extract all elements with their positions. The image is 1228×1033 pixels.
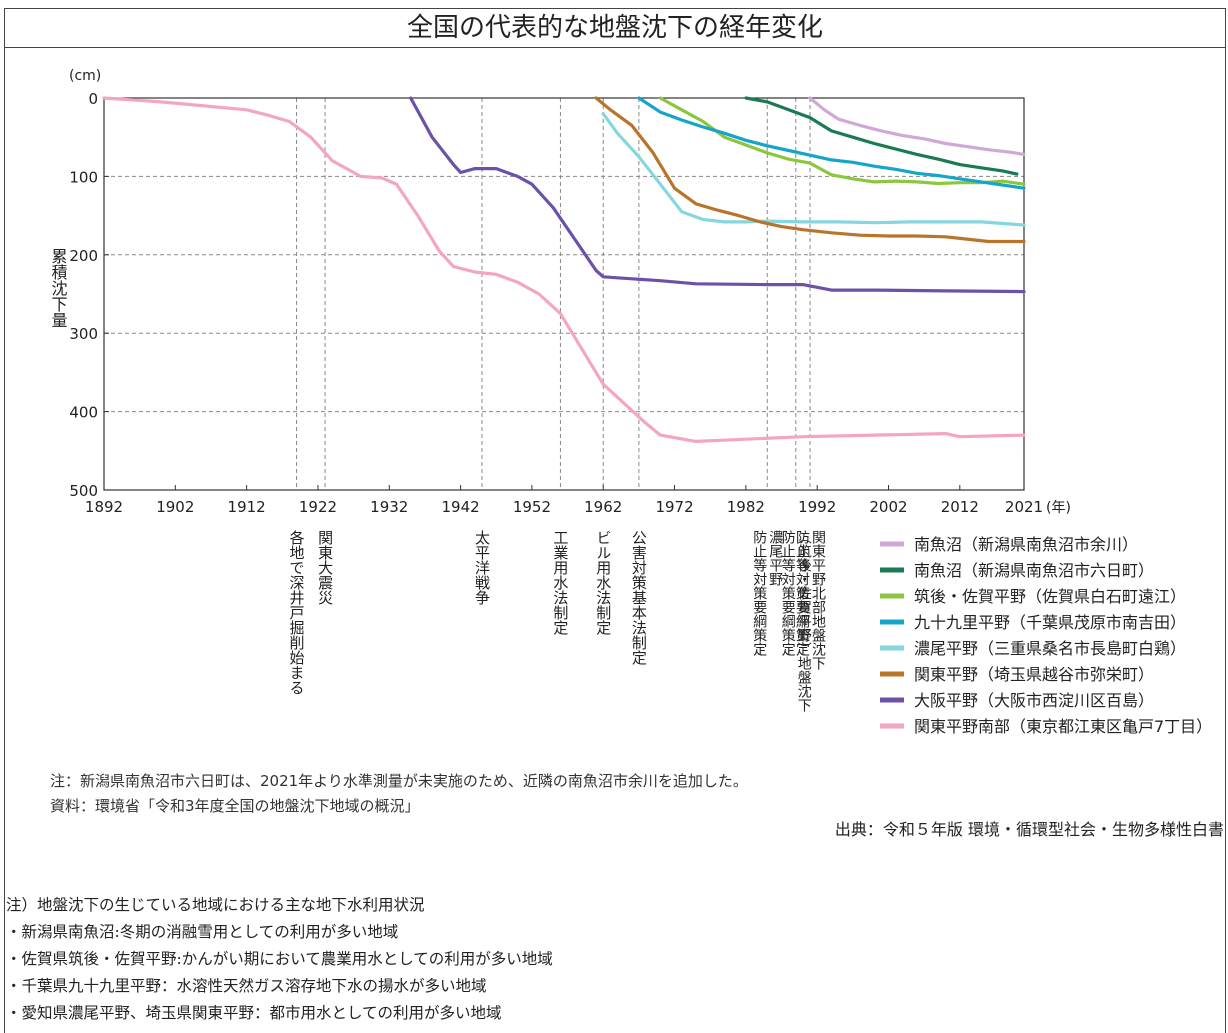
figure-title: 全国の代表的な地盤沈下の経年変化 xyxy=(4,8,1226,48)
legend-label: 南魚沼（新潟県南魚沼市余川） xyxy=(914,535,1138,554)
event-label: ビル用水法制定 xyxy=(594,530,612,636)
event-label: 関東大震災 xyxy=(316,530,334,605)
x-tick-label: 1902 xyxy=(156,498,194,516)
event-label-line: （筑後・佐賀平野）地盤沈下 xyxy=(796,530,812,712)
legend-label: 関東平野南部（東京都江東区亀戸7丁目） xyxy=(914,717,1212,736)
series-line xyxy=(637,96,1026,190)
event-label-line: 防止等対策要綱策定 xyxy=(794,530,810,657)
event-label-line: 濃尾平野 xyxy=(767,530,783,586)
series-line xyxy=(658,96,1026,186)
event-label: 太平洋戦争 xyxy=(473,530,491,606)
y-tick-label: 100 xyxy=(69,168,98,186)
bottom-note-line: ・愛知県濃尾平野、埼玉県関東平野：都市用水としての利用が多い地域 xyxy=(6,1004,502,1022)
legend-label: 九十九里平野（千葉県茂原市南吉田） xyxy=(914,613,1186,632)
legend-label: 大阪平野（大阪市西淀川区百島） xyxy=(914,691,1154,710)
x-tick-label: 1892 xyxy=(85,498,123,516)
y-axis-label: 累積沈下量 xyxy=(49,248,68,328)
x-tick-label: 1952 xyxy=(513,498,551,516)
x-unit-label: (年) xyxy=(1046,500,1071,516)
event-label: 工業用水法制定 xyxy=(551,530,569,636)
x-tick-label: 1912 xyxy=(228,498,266,516)
bottom-note-line: ・千葉県九十九里平野：水溶性天然ガス溶存地下水の揚水が多い地域 xyxy=(6,977,487,995)
event-label-line: 関東平野北部地盤沈下 xyxy=(810,530,826,670)
plot-frame xyxy=(103,97,1025,491)
y-tick-label: 400 xyxy=(69,404,98,422)
series-line xyxy=(601,112,1026,227)
event-label-line: 防止等対策要綱策定 xyxy=(780,530,796,657)
legend-label: 南魚沼（新潟県南魚沼市六日町） xyxy=(914,561,1154,580)
event-label: 濃尾平野防止等対策要綱策定 xyxy=(751,530,783,657)
series-line xyxy=(409,96,1026,294)
legend-label: 筑後・佐賀平野（佐賀県白石町遠江） xyxy=(914,587,1186,606)
series-line xyxy=(744,96,1019,176)
event-label: 各地で深井戸掘削始まる xyxy=(288,530,306,695)
x-tick-label: 1972 xyxy=(655,498,693,516)
x-tick-label: 2021 xyxy=(1005,498,1043,516)
x-tick-label: 1992 xyxy=(798,498,836,516)
event-label: （筑後・佐賀平野）地盤沈下防止等対策要綱策定 xyxy=(780,530,812,712)
x-tick-label: 2002 xyxy=(869,498,907,516)
bottom-note-line: 注）地盤沈下の生じている地域における主な地下水利用状況 xyxy=(6,896,425,914)
series-line xyxy=(594,96,1026,244)
series-line xyxy=(808,96,1026,156)
y-tick-label: 300 xyxy=(69,325,98,343)
legend-label: 濃尾平野（三重県桑名市長島町白鶏） xyxy=(914,639,1186,658)
source-citation: 出典：令和５年版 環境・循環型社会・生物多様性白書 xyxy=(834,820,1224,839)
y-unit-label: (cm) xyxy=(69,68,101,84)
y-tick-label: 200 xyxy=(69,247,98,265)
x-tick-label: 1982 xyxy=(727,498,765,516)
x-tick-label: 1922 xyxy=(299,498,337,516)
x-tick-label: 1942 xyxy=(441,498,479,516)
bottom-note-line: ・新潟県南魚沼:冬期の消融雪用としての利用が多い地域 xyxy=(6,923,399,941)
figure-frame xyxy=(4,8,1226,1033)
x-tick-label: 2012 xyxy=(941,498,979,516)
event-label-line: 防止等対策要綱策定 xyxy=(751,530,767,657)
chart-note: 注：新潟県南魚沼市六日町は、2021年より水準測量が未実施のため、近隣の南魚沼市… xyxy=(50,772,748,790)
event-label: 公害対策基本法制定 xyxy=(630,530,648,666)
chart-svg: 0 100 200 300 400 500 (cm) 累積沈下量 1892 1902 1912 192… xyxy=(49,68,1213,736)
x-tick-label: 1932 xyxy=(370,498,408,516)
x-tick-label: 1962 xyxy=(584,498,622,516)
bottom-note-line: ・佐賀県筑後・佐賀平野:かんがい期において農業用水としての利用が多い地域 xyxy=(6,950,553,968)
y-tick-label: 0 xyxy=(88,90,98,108)
legend-label: 関東平野（埼玉県越谷市弥栄町） xyxy=(914,665,1154,684)
series-line xyxy=(102,96,1026,443)
chart-data-source: 資料：環境省「令和3年度全国の地盤沈下地域の概況」 xyxy=(50,797,420,815)
y-tick-label: 500 xyxy=(69,482,98,500)
event-label: 関東平野北部地盤沈下防止等対策要綱策定 xyxy=(794,530,826,670)
